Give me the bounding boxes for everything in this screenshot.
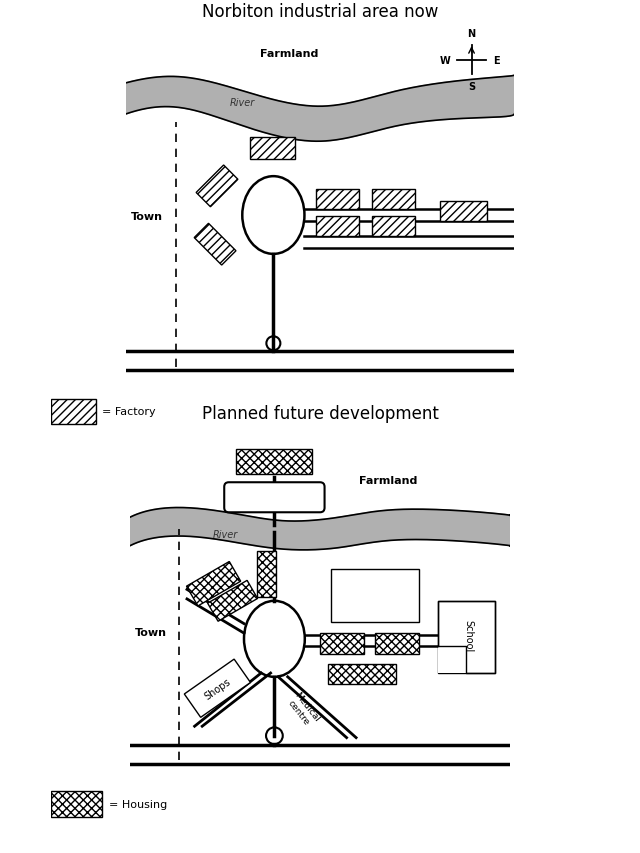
Text: W: W bbox=[440, 55, 450, 66]
Bar bbox=[440, 201, 487, 222]
Text: River: River bbox=[230, 98, 255, 108]
Text: Town: Town bbox=[135, 627, 167, 637]
Text: = Factory: = Factory bbox=[102, 407, 156, 417]
Text: Medical
centre: Medical centre bbox=[285, 689, 321, 729]
Bar bbox=[316, 189, 359, 210]
Text: S: S bbox=[468, 82, 475, 92]
Text: N: N bbox=[467, 29, 476, 39]
Text: = Housing: = Housing bbox=[109, 799, 167, 809]
Bar bbox=[51, 399, 96, 425]
Bar bbox=[332, 569, 419, 622]
Polygon shape bbox=[196, 165, 238, 207]
Title: Planned future development: Planned future development bbox=[202, 404, 438, 422]
Bar bbox=[250, 138, 295, 160]
Bar bbox=[236, 450, 312, 474]
Bar bbox=[328, 664, 396, 685]
Title: Norbiton industrial area now: Norbiton industrial area now bbox=[202, 3, 438, 21]
Bar bbox=[372, 189, 415, 210]
Bar bbox=[438, 647, 467, 673]
Bar bbox=[372, 217, 415, 237]
Bar bbox=[375, 634, 419, 654]
Polygon shape bbox=[184, 659, 250, 717]
Polygon shape bbox=[125, 76, 515, 142]
Polygon shape bbox=[207, 581, 257, 622]
Text: E: E bbox=[493, 55, 500, 66]
Bar bbox=[316, 217, 359, 237]
Text: Playground: Playground bbox=[348, 590, 403, 601]
Text: Town: Town bbox=[131, 212, 163, 222]
Text: Farmland: Farmland bbox=[359, 475, 417, 485]
Polygon shape bbox=[186, 562, 241, 606]
Polygon shape bbox=[194, 224, 236, 266]
Text: Farmland: Farmland bbox=[260, 49, 318, 59]
Bar bbox=[51, 792, 102, 817]
Polygon shape bbox=[130, 508, 510, 550]
Text: School: School bbox=[463, 619, 473, 652]
Bar bbox=[320, 634, 364, 654]
Bar bbox=[257, 552, 276, 597]
Bar bbox=[438, 601, 495, 673]
Text: Shops: Shops bbox=[202, 676, 232, 701]
Text: River: River bbox=[212, 530, 237, 540]
FancyBboxPatch shape bbox=[224, 483, 324, 513]
